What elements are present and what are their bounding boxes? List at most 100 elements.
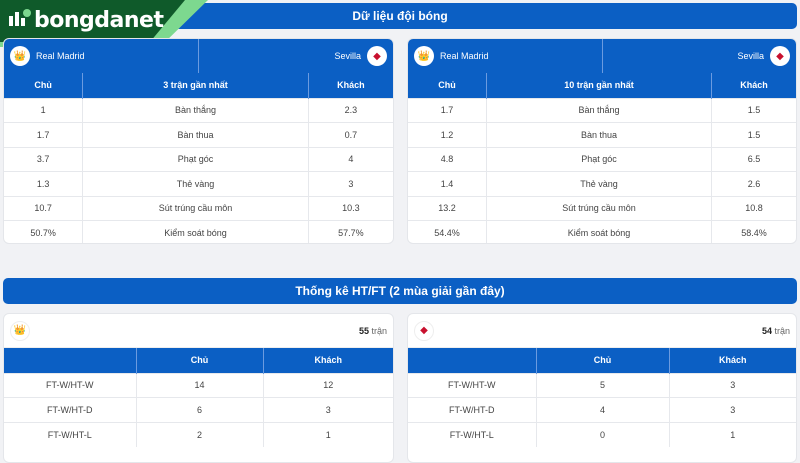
table-cell: FT-W/HT-D [408,397,536,422]
table-row: 10.7 Sút trúng cầu môn 10.3 [4,195,393,221]
table-cell: 54.4% [408,220,487,243]
table-row: FT-W/HT-W 14 12 [4,372,393,398]
table-cell: 5 [535,372,669,398]
table-row: FT-W/HT-W 5 3 [408,372,796,398]
section-title: Dữ liệu đội bóng [352,9,448,23]
logo-text: bongdanet [34,8,164,33]
away-team-name: Sevilla [334,51,361,61]
table-cell: 14 [135,372,263,398]
col-home: Chủ [408,73,487,98]
table-cell: 57.7% [307,220,393,243]
table-row: 1 Bàn thắng 2.3 [4,97,393,123]
bongdanet-logo[interactable]: bongdanet [0,0,210,47]
recent-10-card: 👑 Real Madrid Sevilla ◆ Chủ 10 trận gần nhấ… [407,38,797,244]
stats-table: Chủ 10 trận gần nhất Khách 1.7 Bàn thắng 1.5… [408,73,796,243]
table-row: 3.7 Phạt góc 4 [4,146,393,172]
table-cell: 12 [262,372,393,398]
table-row: 4.8 Phạt góc 6.5 [408,146,796,172]
table-cell: 10.7 [4,195,83,221]
away-team-name: Sevilla [737,51,764,61]
table-cell: Thẻ vàng [82,171,309,196]
table-cell: 4 [307,146,393,172]
col-stat: 10 trận gần nhất [486,73,712,98]
table-cell: Kiểm soát bóng [486,220,712,243]
table-cell: 2 [135,421,263,447]
table-cell: 3 [668,372,796,398]
table-row: 1.4 Thẻ vàng 2.6 [408,171,796,196]
table-cell: FT-W/HT-L [408,421,536,447]
sevilla-crest-icon: ◆ [367,46,387,66]
table-cell: 1.2 [408,122,487,147]
col-stat: 3 trận gần nhất [82,73,309,98]
col-result [4,348,136,373]
table-cell: FT-W/HT-L [4,421,136,447]
htft-table: Chủ Khách FT-W/HT-W 5 3 FT-W/HT-D 4 3 FT-W/HT-L… [408,348,796,447]
table-row: 1.3 Thẻ vàng 3 [4,171,393,196]
htft-home-card: 👑 55 trận Chủ Khách FT-W/HT-W 14 12 FT-W/HT-D… [3,313,394,463]
table-cell: Bàn thắng [486,97,712,123]
table-row: 1.7 Bàn thua 0.7 [4,122,393,147]
sevilla-crest-icon: ◆ [414,320,434,341]
home-team-name: Real Madrid [36,51,85,61]
table-cell: 1.5 [710,97,796,123]
table-cell: 1.4 [408,171,487,196]
col-result [408,348,536,373]
table-cell: 0 [535,421,669,447]
table-row: 1.7 Bàn thắng 1.5 [408,97,796,123]
table-cell: 58.4% [710,220,796,243]
recent-3-card: 👑 Real Madrid Sevilla ◆ Chủ 3 trận gần nhất… [3,38,394,244]
col-home: Chủ [535,348,669,373]
table-cell: 10.3 [307,195,393,221]
table-cell: 1.3 [4,171,83,196]
table-cell: Phạt góc [82,146,309,172]
col-away: Khách [668,348,796,373]
table-cell: 4 [535,397,669,422]
table-cell: 1.7 [408,97,487,123]
htft-away-card: ◆ 54 trận Chủ Khách FT-W/HT-W 5 3 FT-W/HT-D 4 3… [407,313,797,463]
table-row: FT-W/HT-D 4 3 [408,397,796,422]
table-cell: Thẻ vàng [486,171,712,196]
table-row: FT-W/HT-L 2 1 [4,421,393,447]
table-cell: 1.7 [4,122,83,147]
table-row: 50.7% Kiểm soát bóng 57.7% [4,220,393,243]
logo-background-icon [0,0,208,47]
table-cell: 3 [262,397,393,422]
table-cell: 6 [135,397,263,422]
col-home: Chủ [135,348,263,373]
away-team[interactable]: Sevilla ◆ [198,39,393,73]
real-madrid-crest-icon: 👑 [414,46,434,66]
table-row: 13.2 Sút trúng cầu môn 10.8 [408,195,796,221]
table-cell: Sút trúng cầu môn [82,195,309,221]
table-cell: 4.8 [408,146,487,172]
table-row: 54.4% Kiểm soát bóng 58.4% [408,220,796,243]
col-away: Khách [307,73,393,98]
section-title: Thống kê HT/FT (2 mùa giải gần đây) [295,284,505,298]
htft-table: Chủ Khách FT-W/HT-W 14 12 FT-W/HT-D 6 3 FT-W/HT… [4,348,393,447]
col-away: Khách [262,348,393,373]
table-cell: Phạt góc [486,146,712,172]
table-cell: Bàn thắng [82,97,309,123]
table-cell: FT-W/HT-W [4,372,136,398]
away-team[interactable]: Sevilla ◆ [601,39,797,73]
real-madrid-crest-icon: 👑 [10,320,30,341]
table-cell: FT-W/HT-W [408,372,536,398]
table-cell: 10.8 [710,195,796,221]
table-cell: FT-W/HT-D [4,397,136,422]
match-unit: trận [371,325,387,336]
table-cell: 2.3 [307,97,393,123]
table-cell: 1.5 [710,122,796,147]
table-row: FT-W/HT-L 0 1 [408,421,796,447]
home-team[interactable]: 👑 Real Madrid [408,39,602,73]
htft-banner: Thống kê HT/FT (2 mùa giải gần đây) [3,278,797,304]
table-cell: 13.2 [408,195,487,221]
home-team[interactable]: 👑 Real Madrid [4,39,198,73]
table-cell: Kiểm soát bóng [82,220,309,243]
table-cell: 6.5 [710,146,796,172]
table-row: 1.2 Bàn thua 1.5 [408,122,796,147]
stats-table: Chủ 3 trận gần nhất Khách 1 Bàn thắng 2.3 1.7… [4,73,393,243]
match-count: 54 [761,325,772,336]
col-away: Khách [710,73,796,98]
col-home: Chủ [4,73,83,98]
table-row: FT-W/HT-D 6 3 [4,397,393,422]
table-cell: 50.7% [4,220,83,243]
